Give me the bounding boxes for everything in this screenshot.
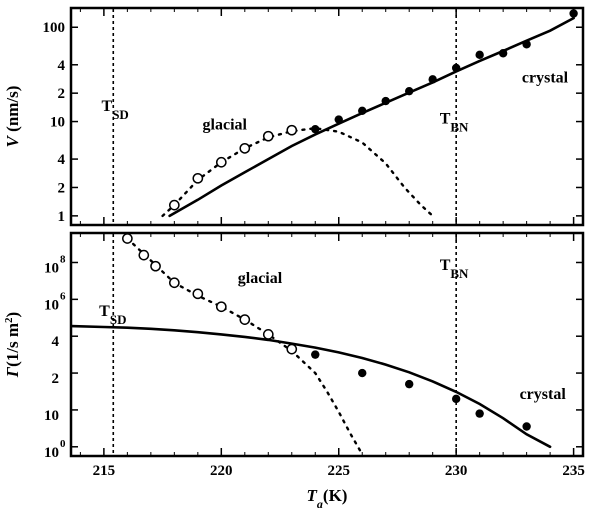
- crystal-data-point: [428, 75, 437, 84]
- x-tick-label: 230: [445, 463, 468, 479]
- crystal-data-point: [498, 49, 508, 58]
- y-tick-label: 2: [58, 86, 66, 102]
- y-tick-label: 10: [50, 115, 65, 131]
- x-tick-label: 225: [327, 463, 350, 479]
- plot-frame: [69, 6, 585, 227]
- y-tick-label: 2: [58, 180, 66, 196]
- y-tick-exponent: 6: [60, 290, 66, 302]
- y-tick-label: 10: [44, 445, 59, 461]
- reference-label-sub: BN: [450, 119, 469, 134]
- crystal-data-point: [311, 350, 320, 359]
- y-tick-label: 4: [58, 58, 66, 74]
- glacial-data-point: [286, 124, 298, 136]
- reference-label: TBN: [440, 257, 469, 281]
- y-axis-title-text: Γ(1/s m2): [3, 312, 22, 378]
- crystal-data-point: [334, 115, 343, 124]
- crystal-data-point: [405, 86, 414, 96]
- y-axis-unit: (1/s m: [3, 323, 22, 367]
- glacial-data-point: [239, 314, 251, 325]
- glacial-data-point: [262, 130, 274, 142]
- glacial-data-point: [286, 343, 298, 355]
- x-axis-unit: (K): [323, 486, 348, 505]
- crystal-data-point: [358, 368, 367, 378]
- glacial-data-point: [215, 301, 227, 313]
- phase-label-crystal: crystal: [522, 69, 569, 86]
- y-tick-label: 10: [44, 260, 59, 276]
- y-axis-unit: (nm/s): [3, 86, 22, 137]
- crystal-data-point: [475, 50, 484, 60]
- phase-label-glacial: glacial: [203, 117, 248, 134]
- glacial-data-point: [262, 329, 274, 340]
- crystal-data-point: [451, 63, 461, 73]
- glacial-data-point: [239, 142, 251, 154]
- x-axis-symbol: T: [307, 486, 318, 505]
- crystal-data-point: [405, 379, 414, 389]
- x-tick-label: 215: [93, 463, 116, 479]
- reference-label-sub: SD: [112, 106, 129, 121]
- y-axis-symbol: V: [3, 134, 22, 147]
- reference-label-main: T: [99, 303, 110, 320]
- y-axis-unit-end: ): [3, 312, 22, 318]
- y-tick-label: 10: [44, 297, 59, 313]
- x-tick-label: 220: [210, 463, 233, 479]
- y-axis-symbol: Γ: [3, 366, 22, 378]
- y-tick-exponent: 0: [60, 438, 66, 450]
- y-axis-title-text: V (nm/s): [3, 86, 22, 148]
- y-tick-label: 4: [52, 334, 60, 350]
- y-tick-label: 100: [43, 20, 66, 36]
- phase-label-crystal: crystal: [520, 386, 567, 403]
- phase-label-glacial: glacial: [238, 270, 283, 287]
- crystal-data-point: [358, 106, 367, 116]
- reference-label: TSD: [99, 303, 126, 327]
- crystal-data-point: [522, 422, 531, 431]
- y-tick-exponent: 8: [60, 253, 66, 265]
- glacial-data-point: [150, 260, 161, 272]
- y-tick-label: 2: [52, 371, 60, 387]
- glacial-data-point: [215, 156, 227, 168]
- glacial-data-point: [192, 172, 204, 184]
- crystal-data-point: [475, 409, 484, 418]
- crystal-data-point: [451, 394, 461, 404]
- y-axis-title: V (nm/s): [3, 86, 22, 148]
- y-axis-unit-exponent: 2: [3, 317, 15, 323]
- reference-label: TSD: [102, 98, 129, 122]
- reference-label-main: T: [102, 98, 113, 115]
- crystal-data-point: [381, 96, 390, 106]
- glacial-data-point: [168, 277, 180, 289]
- crystal-data-point: [522, 40, 531, 49]
- y-tick-label: 1: [58, 209, 66, 225]
- crystal-fit-curve: [168, 16, 575, 218]
- crystal-data-point: [569, 9, 578, 18]
- plot-frame: [69, 231, 585, 458]
- reference-label-main: T: [440, 257, 451, 274]
- x-axis-subscript: a: [317, 497, 323, 511]
- glacial-data-point: [122, 233, 133, 244]
- reference-label: TBN: [440, 111, 469, 135]
- glacial-data-point: [192, 288, 204, 300]
- y-axis-title: Γ(1/s m2): [3, 312, 22, 378]
- reference-label-main: T: [440, 111, 451, 128]
- y-tick-label: 10: [44, 408, 59, 424]
- glacial-fit-curve: [161, 126, 434, 218]
- crystal-data-point: [311, 124, 320, 134]
- x-axis-title: Ta(K): [307, 486, 348, 511]
- reference-label-sub: BN: [450, 265, 469, 280]
- crystal-fit-curve: [71, 324, 552, 449]
- plot-area: [71, 237, 552, 456]
- x-tick-label: 235: [562, 463, 585, 479]
- reference-label-sub: SD: [110, 311, 127, 326]
- glacial-data-point: [168, 199, 180, 211]
- glacial-data-point: [138, 249, 150, 261]
- y-tick-label: 4: [58, 152, 66, 168]
